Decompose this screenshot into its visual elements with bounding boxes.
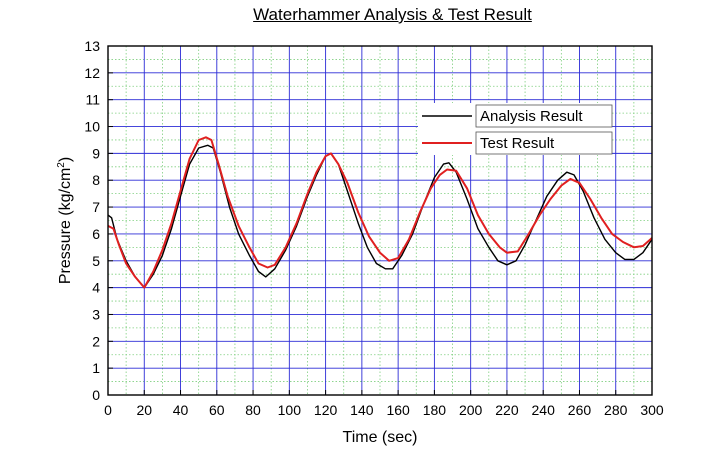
x-tick-label: 280 — [604, 402, 628, 418]
x-axis-title: Time (sec) — [343, 429, 418, 446]
y-tick-label: 8 — [92, 172, 100, 188]
legend-label: Test Result — [480, 135, 555, 152]
y-tick-label: 6 — [92, 226, 100, 242]
legend: Analysis Result Test Result — [418, 103, 613, 155]
series-layer — [107, 136, 653, 289]
series-line-analysis-result — [107, 144, 653, 289]
y-tick-label: 5 — [92, 253, 100, 269]
x-tick-label: 260 — [568, 402, 592, 418]
x-axis-ticks: 0 20 40 60 80 100 120 140 160 180 200 220 240 260 280 3… — [104, 390, 664, 418]
y-axis-title-main: Pressure (kg/cm — [57, 168, 74, 284]
x-tick-label: 0 — [104, 402, 112, 418]
y-tick-label: 9 — [92, 145, 100, 161]
x-tick-label: 220 — [495, 402, 519, 418]
y-tick-label: 12 — [84, 65, 100, 81]
chart-title: Waterhammer Analysis & Test Result — [253, 5, 532, 24]
plot-frame — [107, 45, 653, 396]
x-tick-label: 140 — [350, 402, 374, 418]
x-tick-label: 60 — [209, 402, 225, 418]
x-tick-label: 20 — [136, 402, 152, 418]
y-tick-label: 2 — [92, 333, 100, 349]
series-line-test-result — [107, 136, 653, 289]
y-tick-label: 10 — [84, 119, 100, 135]
y-tick-label: 11 — [85, 92, 100, 108]
y-tick-label: 4 — [92, 280, 100, 296]
y-axis-title: Pressure (kg/cm2) — [56, 157, 74, 284]
y-tick-label: 3 — [92, 306, 100, 322]
x-tick-label: 80 — [245, 402, 261, 418]
y-tick-label: 13 — [84, 38, 100, 54]
x-tick-label: 160 — [386, 402, 410, 418]
legend-label-frame — [475, 131, 613, 155]
x-tick-label: 120 — [314, 402, 338, 418]
legend-box — [418, 103, 612, 155]
legend-label-frame — [475, 104, 613, 128]
y-axis-title-close: ) — [57, 157, 74, 162]
y-tick-label: 7 — [92, 199, 100, 215]
x-tick-label: 40 — [173, 402, 189, 418]
x-tick-label: 180 — [423, 402, 447, 418]
x-tick-label: 100 — [278, 402, 302, 418]
y-tick-label: 1 — [92, 360, 100, 376]
minor-grid — [108, 46, 652, 395]
legend-label: Analysis Result — [480, 108, 583, 125]
y-tick-label: 0 — [92, 387, 100, 403]
x-tick-label: 300 — [640, 402, 664, 418]
x-tick-label: 240 — [532, 402, 556, 418]
y-axis-title-superscript: 2 — [56, 162, 67, 168]
x-tick-label: 200 — [459, 402, 483, 418]
